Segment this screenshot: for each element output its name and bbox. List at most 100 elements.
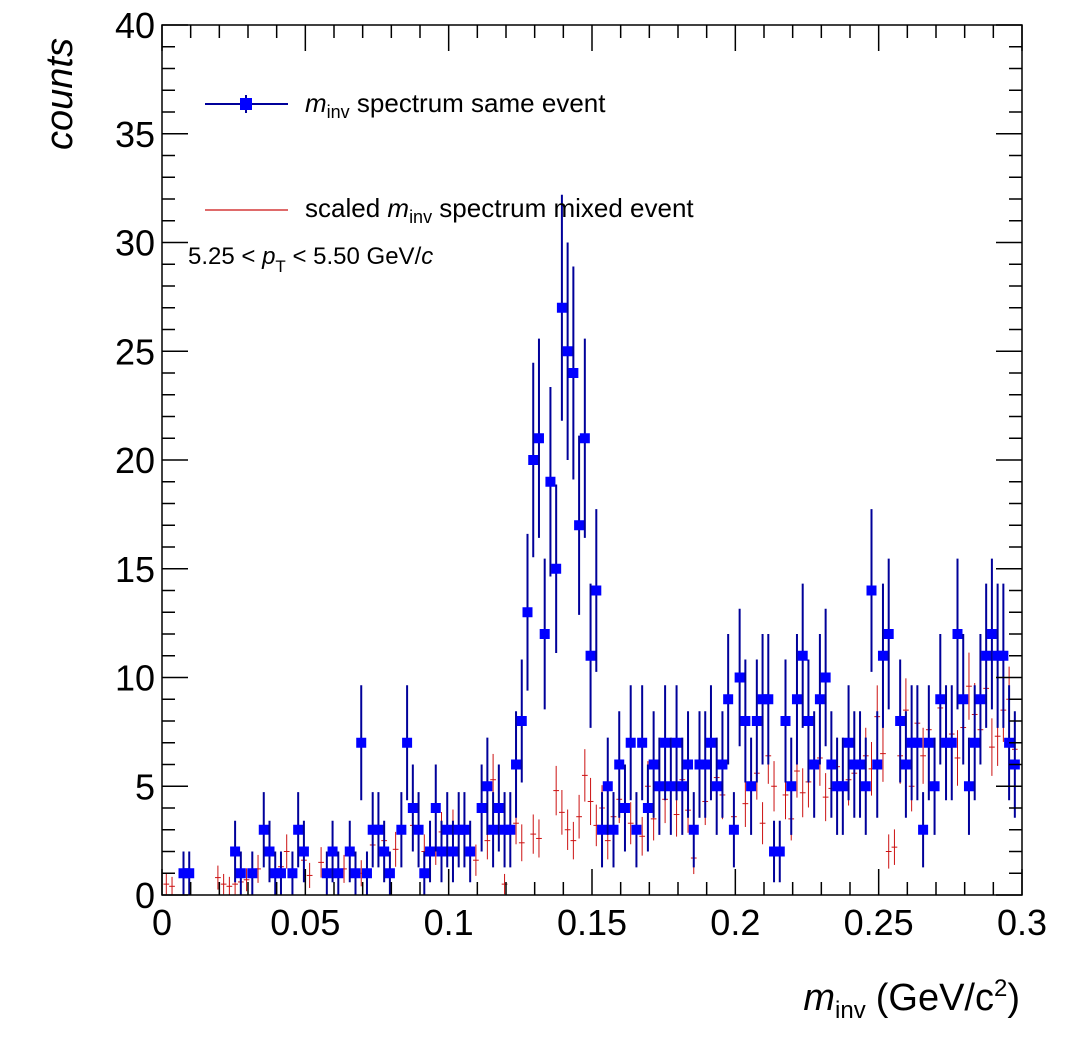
- same-event-point: [597, 792, 608, 868]
- mixed-event-point: [799, 768, 806, 818]
- same-event-point: [373, 792, 384, 868]
- plot-frame: [161, 24, 1023, 896]
- same-event-point: [981, 583, 992, 728]
- same-event-point: [574, 435, 585, 615]
- x-axis-title: minv (GeV/c2): [803, 975, 1020, 1024]
- same-event-point: [918, 792, 929, 868]
- x-tick-label: 0.05: [270, 902, 340, 943]
- same-event-point: [442, 792, 453, 868]
- same-event-point: [711, 737, 722, 835]
- mixed-event-point: [570, 821, 577, 860]
- same-event-point: [665, 737, 676, 835]
- same-event-point: [488, 792, 499, 868]
- x-tick-label: 0.3: [997, 902, 1047, 943]
- same-event-point: [671, 685, 682, 801]
- y-tick-label: 35: [115, 114, 155, 155]
- same-event-point: [740, 659, 751, 783]
- same-event-point: [551, 484, 562, 653]
- mixed-event-point: [536, 819, 542, 858]
- same-event-point: [230, 820, 241, 883]
- same-event-point: [935, 634, 946, 765]
- same-event-point: [287, 851, 298, 895]
- same-event-point: [751, 659, 762, 783]
- same-event-point: [958, 634, 969, 765]
- mixed-event-point: [581, 749, 588, 802]
- y-axis-title: counts: [39, 38, 81, 150]
- y-tick-label: 30: [115, 223, 155, 264]
- y-tick-label: 40: [115, 5, 155, 46]
- y-tick-labels: 0 5 10 15 20 25 30 35 40: [115, 5, 155, 916]
- mixed-event-point: [989, 718, 995, 776]
- same-event-point: [637, 685, 648, 801]
- x-axis-var: m: [803, 977, 835, 1019]
- same-event-point: [614, 711, 625, 818]
- same-event-point: [533, 338, 544, 538]
- same-event-point: [866, 509, 877, 672]
- same-event-point: [602, 737, 613, 835]
- mixed-event-point: [627, 802, 634, 845]
- same-event-point: [407, 764, 418, 852]
- same-event-point: [344, 820, 355, 883]
- same-event-point: [677, 737, 688, 835]
- y-tick-label: 20: [115, 440, 155, 481]
- same-event-point: [814, 634, 825, 765]
- same-event-point: [654, 737, 665, 835]
- mixed-event-point: [880, 725, 886, 782]
- same-event-point: [247, 851, 258, 895]
- same-event-point: [912, 685, 923, 801]
- same-event-point: [356, 685, 367, 801]
- mixed-event-point: [243, 868, 250, 892]
- same-event-point: [321, 851, 332, 895]
- same-event-point: [688, 792, 699, 868]
- same-event-point: [975, 634, 986, 765]
- same-event-point: [660, 685, 671, 801]
- same-event-point: [333, 851, 344, 895]
- x-tick-label: 0.15: [557, 902, 627, 943]
- same-event-point: [780, 659, 791, 783]
- same-event-point: [275, 851, 286, 895]
- mixed-event-point: [306, 862, 313, 888]
- same-event-point: [774, 820, 785, 883]
- mixed-event-point: [392, 831, 399, 867]
- same-event-point: [402, 685, 413, 801]
- same-event-point: [826, 711, 837, 818]
- y-tick-label: 25: [115, 331, 155, 372]
- same-event-point: [591, 509, 602, 672]
- same-event-point: [963, 737, 974, 835]
- same-event-point: [728, 792, 739, 868]
- mixed-event-point: [587, 777, 594, 826]
- same-event-point: [872, 711, 883, 818]
- axis-ticks: [161, 24, 1023, 896]
- same-event-point: [952, 558, 963, 710]
- same-event-series: [178, 194, 1020, 895]
- x-axis-unit-sup: 2: [994, 975, 1007, 1002]
- same-event-point: [820, 608, 831, 747]
- same-event-point: [298, 820, 309, 883]
- x-tick-label: 0: [152, 902, 172, 943]
- same-event-point: [396, 792, 407, 868]
- mixed-event-point: [169, 876, 175, 895]
- pt-range-annotation: 5.25 < pT < 5.50 GeV/c: [188, 243, 433, 276]
- mixed-event-point: [576, 794, 582, 839]
- x-axis-close: ): [1007, 977, 1020, 1019]
- x-axis-unit: (GeV/c: [876, 977, 994, 1019]
- x-tick-label: 0.1: [424, 902, 474, 943]
- same-event-point: [900, 711, 911, 818]
- legend-item-same-event: minv spectrum same event: [205, 88, 606, 122]
- same-event-point: [809, 711, 820, 818]
- mixed-event-point: [564, 809, 571, 850]
- same-event-point: [562, 242, 573, 460]
- same-event-point: [522, 533, 533, 691]
- same-event-point: [797, 583, 808, 728]
- same-event-point: [986, 558, 997, 710]
- same-event-point: [717, 711, 728, 818]
- legend-label-mixed-event: scaled minv spectrum mixed event: [305, 193, 694, 227]
- same-event-point: [608, 792, 619, 868]
- y-tick-label: 5: [135, 766, 155, 807]
- same-event-point: [556, 194, 567, 421]
- same-event-point: [923, 685, 934, 801]
- same-event-point: [803, 659, 814, 783]
- same-event-point: [855, 711, 866, 818]
- same-event-point: [579, 338, 590, 538]
